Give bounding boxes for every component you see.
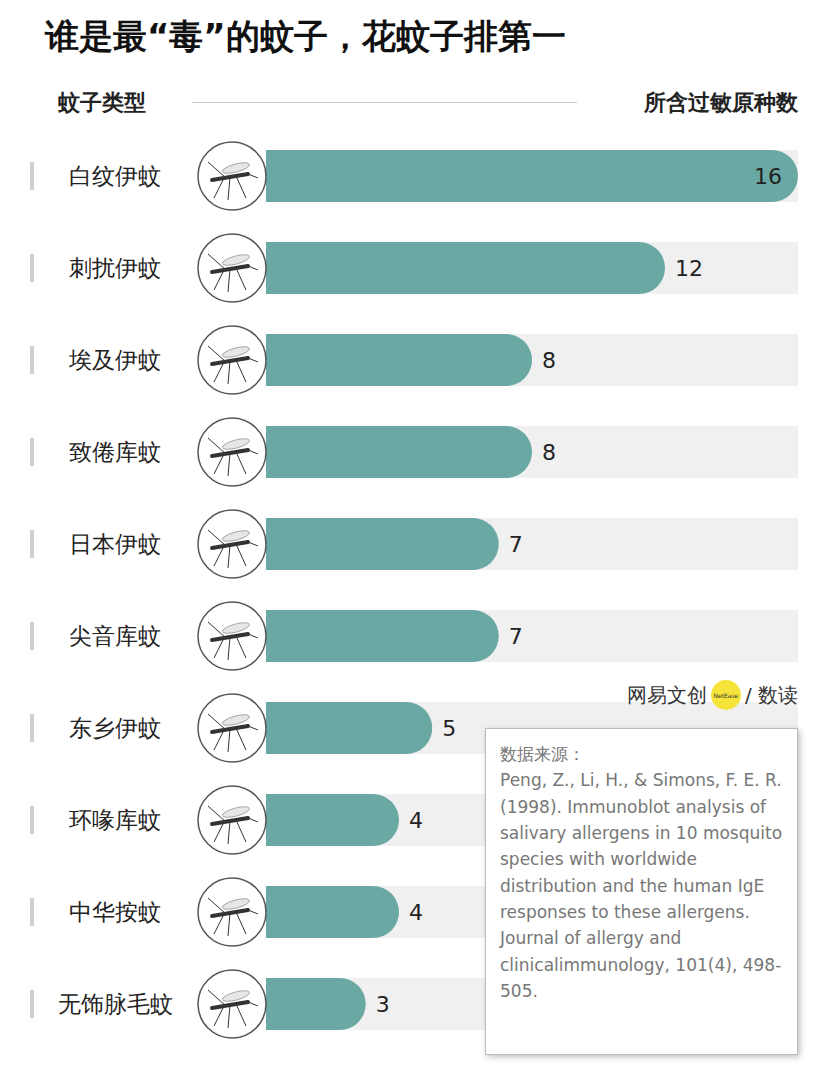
svg-text:日本伊蚊: 日本伊蚊 <box>69 531 161 557</box>
svg-text:东乡伊蚊: 东乡伊蚊 <box>69 715 161 741</box>
svg-text:7: 7 <box>509 624 523 649</box>
svg-text:5: 5 <box>442 716 456 741</box>
svg-text:中华按蚊: 中华按蚊 <box>69 899 161 925</box>
svg-text:3: 3 <box>376 992 390 1017</box>
svg-text:白纹伊蚊: 白纹伊蚊 <box>69 163 161 189</box>
svg-text:4: 4 <box>409 808 423 833</box>
svg-text:致倦库蚊: 致倦库蚊 <box>69 439 161 465</box>
svg-text:8: 8 <box>542 440 556 465</box>
svg-text:尖音库蚊: 尖音库蚊 <box>69 623 161 649</box>
svg-text:4: 4 <box>409 900 423 925</box>
html-text:谁是最“毒”的蚊子，花蚊子排第一: 谁是最“毒”的蚊子，花蚊子排第一 <box>45 16 566 56</box>
html-text:NetEase: NetEase <box>713 691 739 699</box>
svg-text:无饰脉毛蚊: 无饰脉毛蚊 <box>58 991 173 1017</box>
svg-text:埃及伊蚊: 埃及伊蚊 <box>68 347 161 373</box>
svg-text:刺扰伊蚊: 刺扰伊蚊 <box>69 255 161 281</box>
html-text:/ 数读: / 数读 <box>744 682 798 707</box>
svg-text:12: 12 <box>675 256 703 281</box>
svg-text:环喙库蚊: 环喙库蚊 <box>69 807 161 833</box>
html-text:所含过敏原种数: 所含过敏原种数 <box>644 90 798 115</box>
html-text:Peng, Z., Li, H., & Simons, F.: Peng, Z., Li, H., & Simons, F. E. R. (19… <box>500 770 783 1002</box>
html-text:蚊子类型: 蚊子类型 <box>58 90 146 115</box>
svg-text:8: 8 <box>542 348 556 373</box>
html-text:网易文创: 网易文创 <box>626 682 707 707</box>
html-text:数据来源：: 数据来源： <box>500 744 585 764</box>
svg-text:7: 7 <box>509 532 523 557</box>
svg-text:16: 16 <box>754 164 782 189</box>
